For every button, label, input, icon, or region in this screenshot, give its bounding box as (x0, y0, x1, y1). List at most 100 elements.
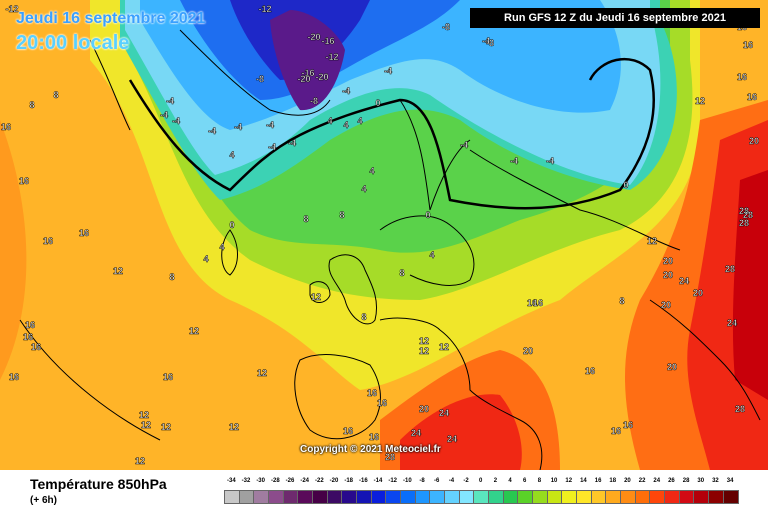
isotherm-label: 8 (361, 312, 366, 322)
isotherm-label: -4 (510, 156, 518, 166)
isotherm-label: 16 (43, 236, 53, 246)
isotherm-0 (128, 57, 655, 210)
isotherm-label: 16 (585, 366, 595, 376)
scale-label: 24 (653, 478, 661, 484)
variable-title: Température 850hPa (30, 476, 167, 492)
scale-label: -24 (300, 478, 309, 484)
isotherm-label: 4 (219, 242, 224, 252)
isotherm-labels: -12-12-20 -16-12-16-20 -20-8-8-4-4-8-8-4-4… (1, 4, 760, 467)
isotherm-label: 16 (533, 298, 543, 308)
isotherm-label: 28 (385, 452, 395, 462)
scale-label: -26 (285, 478, 295, 484)
isotherm-label: -16 (301, 68, 314, 78)
isotherm-label: 20 (661, 300, 671, 310)
isotherm-label: 4 (357, 116, 362, 126)
isotherm-label: 20 (419, 404, 429, 414)
forecast-local-time: 20:00 locale (16, 32, 130, 54)
scale-label: -6 (434, 478, 440, 484)
scale-label: 34 (726, 478, 734, 484)
isotherm-label: 28 (725, 264, 735, 274)
scale-label: -32 (241, 478, 251, 484)
isotherm-label: 24 (727, 318, 737, 328)
zone-minus20-16 (270, 10, 345, 111)
isotherm-label: -4 (266, 120, 274, 130)
scale-label: -4 (448, 478, 455, 484)
isotherm-label: 16 (19, 176, 29, 186)
isotherm-label: 16 (25, 320, 35, 330)
isotherm-label: -20 (307, 32, 320, 42)
scale-label: -12 (388, 478, 398, 484)
isotherm-label: 8 (619, 296, 624, 306)
isotherm-label: 16 (367, 388, 377, 398)
scale-label: -22 (315, 478, 324, 484)
isotherm-label: 16 (163, 372, 173, 382)
isotherm-label: -4 (460, 140, 468, 150)
scale-label: -14 (373, 478, 383, 484)
isotherm-label: 16 (31, 342, 41, 352)
isotherm-label: 12 (189, 326, 199, 336)
isotherm-label: 8 (29, 100, 34, 110)
isotherm-label: -4 (208, 126, 216, 136)
isotherm-label: 12 (695, 96, 705, 106)
isotherm-label: 16 (343, 426, 353, 436)
scale-label: 8 (537, 478, 542, 484)
isotherm-label: 20 (667, 362, 677, 372)
scale-label: 2 (493, 478, 498, 484)
isotherm-label: 0 (375, 98, 380, 108)
isotherm-label: 24 (439, 408, 449, 418)
isotherm-label: -8 (486, 38, 494, 48)
copyright-notice: Copyright © 2021 Meteociel.fr (300, 444, 441, 455)
isotherm-label: -8 (442, 22, 450, 32)
isotherm-label: 12 (647, 236, 657, 246)
isotherm-label: 0 (623, 180, 628, 190)
scale-label: 20 (624, 478, 631, 484)
isotherm-label: 16 (377, 398, 387, 408)
forecast-date: Jeudi 16 septembre 2021 (16, 10, 206, 27)
map-footer: Température 850hPa (+ 6h) -34 -32 -30 -28 -2… (0, 470, 768, 512)
isotherm-label: 4 (361, 184, 366, 194)
isotherm-label: 20 (523, 346, 533, 356)
isotherm-label: 12 (419, 346, 429, 356)
isotherm-label: -12 (325, 52, 338, 62)
zone-med-24 (400, 394, 522, 470)
map-svg: -12-12-20 -16-12-16-20 -20-8-8-4-4-8-8-4-4… (0, 0, 768, 470)
isotherm-label: -4 (234, 122, 242, 132)
isotherm-label: 4 (429, 250, 434, 260)
isotherm-label: 28 (735, 404, 745, 414)
isotherm-label: 12 (419, 336, 429, 346)
isotherm-label: 12 (311, 292, 321, 302)
isotherm-label: 4 (343, 120, 348, 130)
scale-label: 30 (697, 478, 705, 484)
isotherm-label: 16 (743, 40, 753, 50)
isotherm-label: -4 (482, 36, 490, 46)
isotherm-label: 8 (169, 272, 174, 282)
isotherm-label: -16 (321, 36, 334, 46)
scale-swatch (722, 490, 739, 504)
isotherm-label: 16 (623, 420, 633, 430)
isotherm-label: -12 (5, 4, 18, 14)
isotherm-label: -4 (342, 86, 350, 96)
isotherm-label: 16 (737, 72, 747, 82)
isotherm-label: 20 (749, 136, 759, 146)
isotherm-label: 20 (663, 270, 673, 280)
coastlines (19, 29, 761, 470)
isotherm-label: -20 (297, 74, 310, 84)
isotherm-label: -4 (172, 116, 180, 126)
isotherm-label: 12 (135, 456, 145, 466)
isotherm-label: 16 (527, 298, 537, 308)
scale-label: 18 (609, 478, 617, 484)
isotherm-label: -4 (384, 66, 392, 76)
scale-label: 4 (508, 478, 512, 484)
scale-label: 0 (479, 478, 483, 484)
scale-label: -34 (226, 478, 236, 484)
isotherm-label: 12 (113, 266, 123, 276)
isotherm-label: -4 (288, 138, 296, 148)
isotherm-label: -12 (258, 4, 271, 14)
isotherm-label: -8 (310, 96, 318, 106)
isotherm-label: 24 (447, 434, 457, 444)
isotherm-label: 0 (229, 220, 234, 230)
isotherm-label: 12 (229, 422, 239, 432)
isotherm-label: 12 (139, 410, 149, 420)
isotherm-label: 0 (425, 210, 430, 220)
temperature-map: -12 -12 -20 -16 -12 -16 -20 -20 -8 -8 -4 -4 -8 -8 -4 -4… (0, 0, 768, 470)
